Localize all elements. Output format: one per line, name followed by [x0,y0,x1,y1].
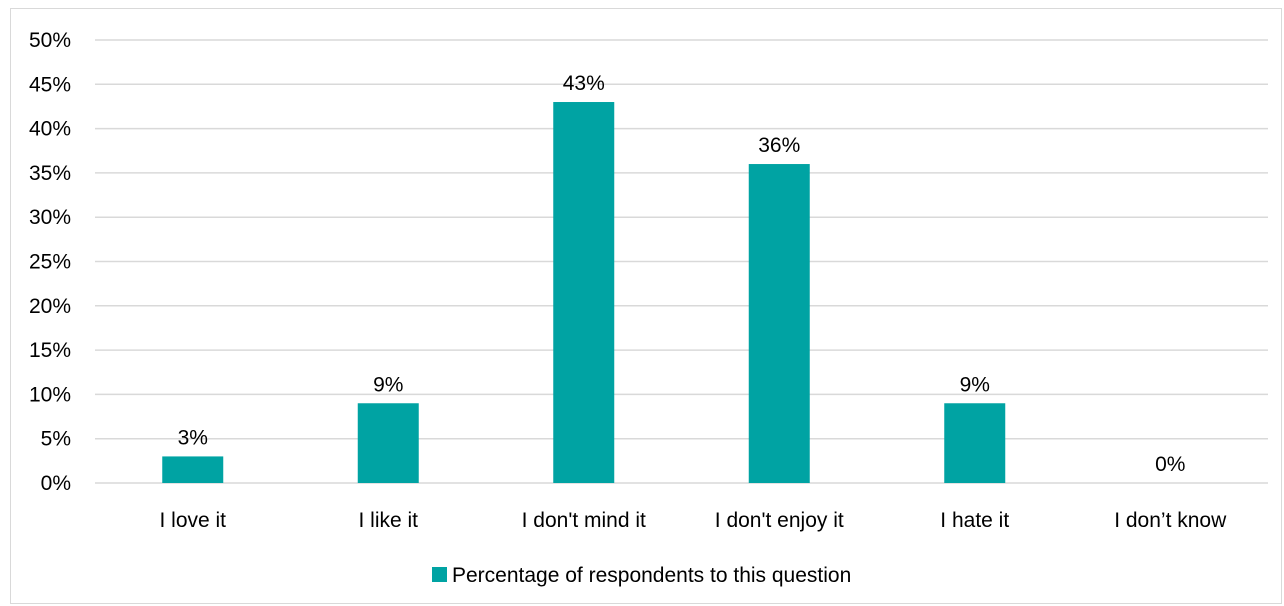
x-tick-label: I love it [159,509,226,532]
x-tick-label: I don't enjoy it [715,509,844,532]
y-tick-label: 10% [29,383,71,406]
y-tick-label: 50% [29,29,71,52]
legend-label: Percentage of respondents to this questi… [452,564,851,587]
data-label: 9% [373,373,403,396]
y-tick-label: 30% [29,206,71,229]
data-label: 3% [178,426,208,449]
y-tick-label: 25% [29,251,71,274]
legend-swatch [432,567,447,582]
y-tick-label: 15% [29,339,71,362]
bar [944,403,1006,483]
y-tick-label: 0% [41,472,71,495]
bar [748,164,810,484]
x-tick-label: I don't mind it [522,509,646,532]
data-label: 36% [758,134,800,157]
bar [553,102,615,484]
x-tick-label: I like it [358,509,418,532]
data-label: 9% [960,373,990,396]
y-tick-label: 40% [29,118,71,141]
y-tick-label: 5% [41,428,71,451]
y-tick-label: 35% [29,162,71,185]
data-label: 43% [563,72,605,95]
bar [357,403,419,483]
y-tick-label: 20% [29,295,71,318]
data-label: 0% [1155,453,1185,476]
y-tick-label: 45% [29,73,71,96]
bar [162,456,224,483]
x-tick-label: I hate it [940,509,1009,532]
x-tick-label: I don’t know [1114,509,1227,532]
